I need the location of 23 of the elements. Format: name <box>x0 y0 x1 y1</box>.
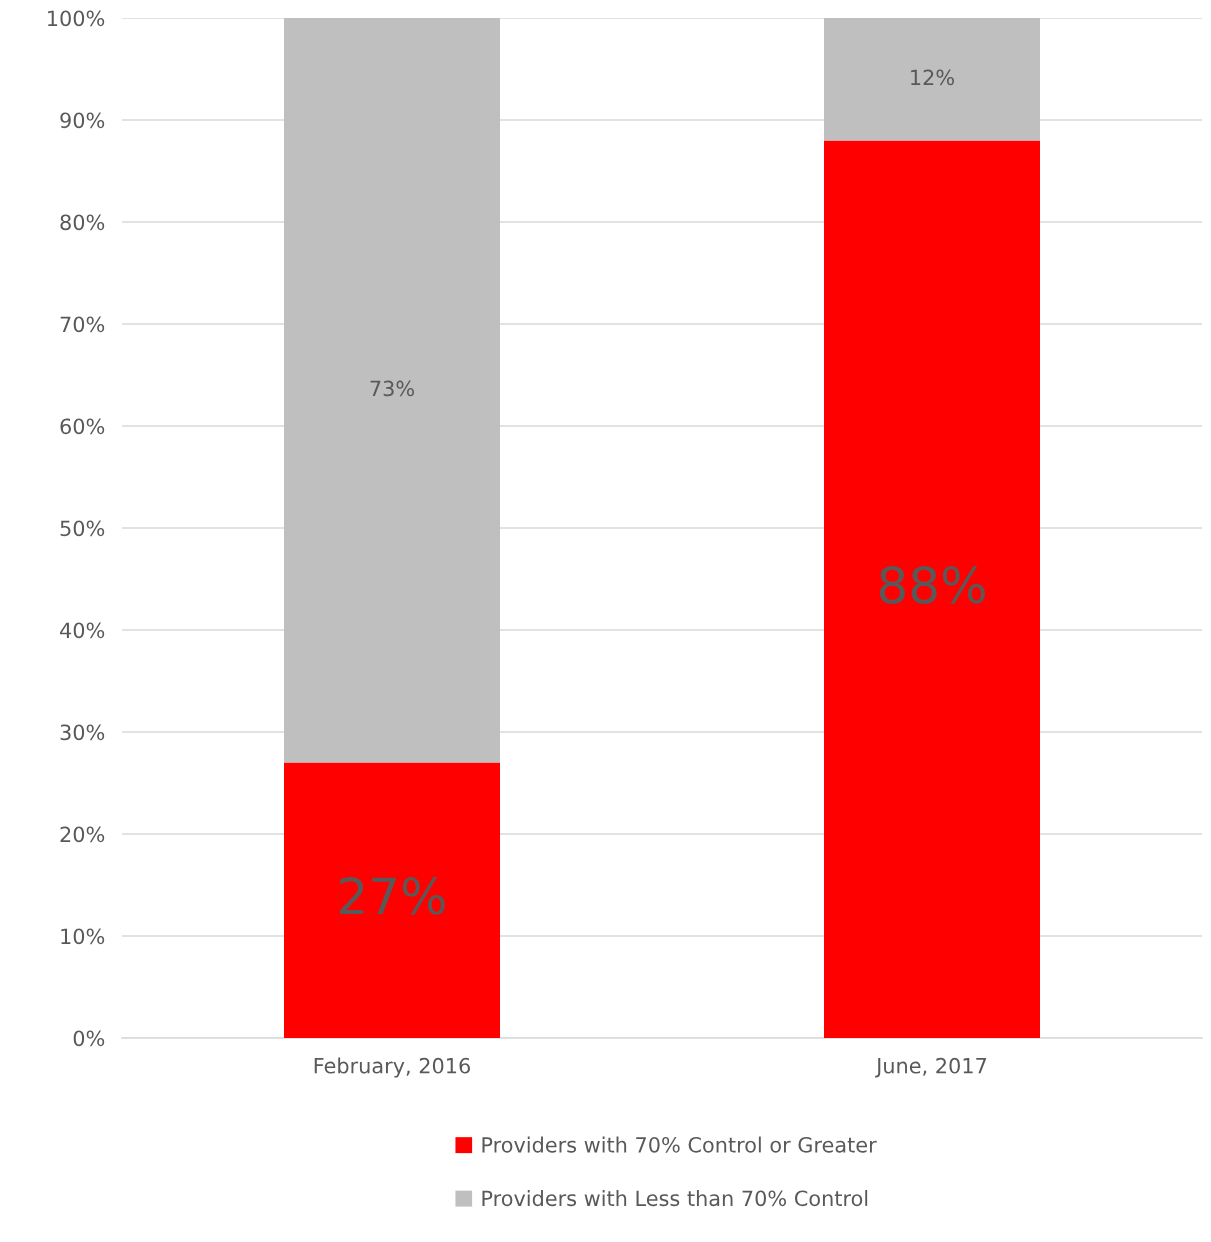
y-tick-label: 100% <box>48 10 105 27</box>
data-label: 73% <box>370 380 414 397</box>
bar <box>824 18 1040 141</box>
y-tick-label: 30% <box>60 724 105 741</box>
legend-label: Providers with Less than 70% Control <box>482 1190 868 1207</box>
y-tick-label: 0% <box>73 1030 105 1047</box>
bar <box>284 18 500 763</box>
data-label: 88% <box>879 565 985 604</box>
y-tick-label: 10% <box>61 928 105 945</box>
data-label: 27% <box>340 876 445 915</box>
data-label: 12% <box>911 69 954 86</box>
legend-label: Providers with 70% Control or Greater <box>482 1136 877 1153</box>
y-tick-label: 80% <box>60 214 105 231</box>
y-tick-label: 70% <box>60 316 105 333</box>
y-tick-label: 40% <box>60 622 105 639</box>
x-tick-label: February, 2016 <box>314 1057 470 1078</box>
y-tick-label: 60% <box>60 418 105 435</box>
y-tick-label: 90% <box>60 112 105 129</box>
y-tick-label: 20% <box>60 826 105 843</box>
bar <box>284 762 500 1038</box>
x-tick-label: June, 2017 <box>875 1057 987 1078</box>
bar <box>824 140 1040 1038</box>
y-tick-label: 50% <box>60 520 105 537</box>
